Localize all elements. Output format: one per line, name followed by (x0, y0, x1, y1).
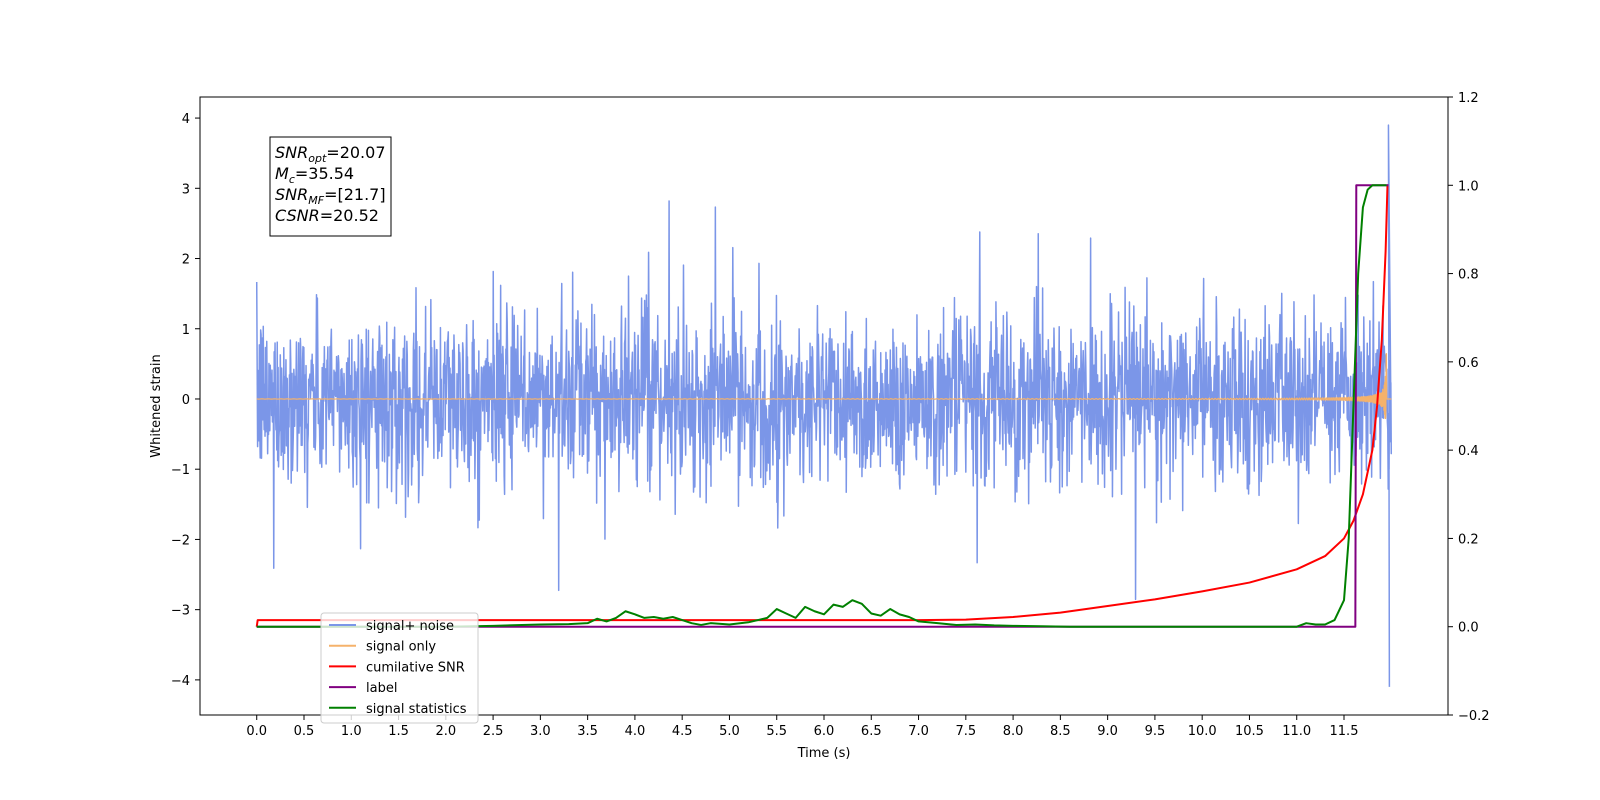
x-tick-label: 10.0 (1188, 724, 1217, 739)
legend-label: signal only (366, 640, 436, 655)
y-left-tick-label: 1 (182, 323, 190, 338)
y-left-tick-label: −4 (171, 674, 190, 689)
annotation-line: Mc=35.54 (275, 164, 354, 186)
y-left-tick-label: −2 (171, 533, 190, 548)
y-right-tick-label: 0.6 (1458, 356, 1479, 371)
x-tick-label: 6.5 (861, 724, 882, 739)
y-left-tick-label: −1 (171, 463, 190, 478)
x-tick-label: 6.0 (814, 724, 835, 739)
series-layer (255, 124, 1393, 687)
legend-label: signal statistics (366, 702, 467, 717)
series-line-signal-only (256, 353, 1392, 420)
x-tick-label: 2.0 (435, 724, 456, 739)
x-tick-label: 4.0 (625, 724, 646, 739)
series-line-signal-noise (255, 124, 1393, 687)
x-tick-label: 9.5 (1145, 724, 1166, 739)
x-tick-label: 11.0 (1282, 724, 1311, 739)
series-line-cumilative-snr (255, 184, 1389, 627)
y-left-tick-label: −3 (171, 604, 190, 619)
stats-annotation-box: SNRopt=20.07Mc=35.54SNRMF=[21.7]CSNR=20.… (269, 136, 392, 237)
y-right-tick-label: 0.2 (1458, 532, 1479, 547)
y-axis-right-ticks: −0.2 0.0 0.2 0.4 0.6 0.8 1.0 1.2 (1448, 91, 1490, 724)
y-axis-left-ticks: −4 −3 −2 −1 0 1 2 3 4 (171, 112, 200, 689)
annotation-line: SNRopt=20.07 (275, 143, 386, 165)
y-right-tick-label: 1.0 (1458, 179, 1479, 194)
x-tick-label: 7.5 (955, 724, 976, 739)
annotation-line: SNRMF=[21.7] (275, 185, 386, 207)
x-tick-label: 3.5 (577, 724, 598, 739)
y-left-tick-label: 3 (182, 182, 190, 197)
x-tick-label: 8.5 (1050, 724, 1071, 739)
x-tick-label: 0.0 (246, 724, 267, 739)
y-right-tick-label: 0.8 (1458, 268, 1479, 283)
x-tick-label: 7.0 (908, 724, 929, 739)
y-left-tick-label: 0 (182, 393, 190, 408)
y-right-tick-label: 0.4 (1458, 444, 1479, 459)
y-left-tick-label: 2 (182, 253, 190, 268)
series-line-signal-statistics (256, 184, 1387, 628)
legend-label: label (366, 681, 397, 696)
y-right-tick-label: 1.2 (1458, 91, 1479, 106)
x-tick-label: 9.0 (1097, 724, 1118, 739)
x-tick-label: 1.0 (341, 724, 362, 739)
legend-label: signal+ noise (366, 619, 454, 634)
x-tick-label: 8.0 (1003, 724, 1024, 739)
y-left-tick-label: 4 (182, 112, 190, 127)
x-tick-label: 0.5 (294, 724, 315, 739)
legend-frame (320, 612, 479, 724)
y-axis-label: Whitened strain (149, 354, 164, 457)
legend-label: cumilative SNR (366, 660, 465, 675)
y-right-tick-label: −0.2 (1458, 709, 1490, 724)
x-axis-ticks: 0.0 0.5 1.0 1.5 2.0 2.5 3.0 3.5 4.0 4.5 5.0 5.5 6.0 6… (246, 715, 1358, 739)
x-tick-label: 2.5 (483, 724, 504, 739)
x-tick-label: 5.0 (719, 724, 740, 739)
x-tick-label: 3.0 (530, 724, 551, 739)
x-tick-label: 4.5 (672, 724, 693, 739)
y-right-tick-label: 0.0 (1458, 621, 1479, 636)
annotation-line: CSNR=20.52 (275, 206, 379, 225)
x-tick-label: 5.5 (766, 724, 787, 739)
legend: signal+ noise signal only cumilative SNR la… (320, 612, 479, 724)
x-tick-label: 1.5 (388, 724, 409, 739)
x-tick-label: 11.5 (1330, 724, 1359, 739)
annotation-frame (269, 136, 392, 237)
x-tick-label: 10.5 (1235, 724, 1264, 739)
x-axis-label: Time (s) (797, 746, 851, 761)
